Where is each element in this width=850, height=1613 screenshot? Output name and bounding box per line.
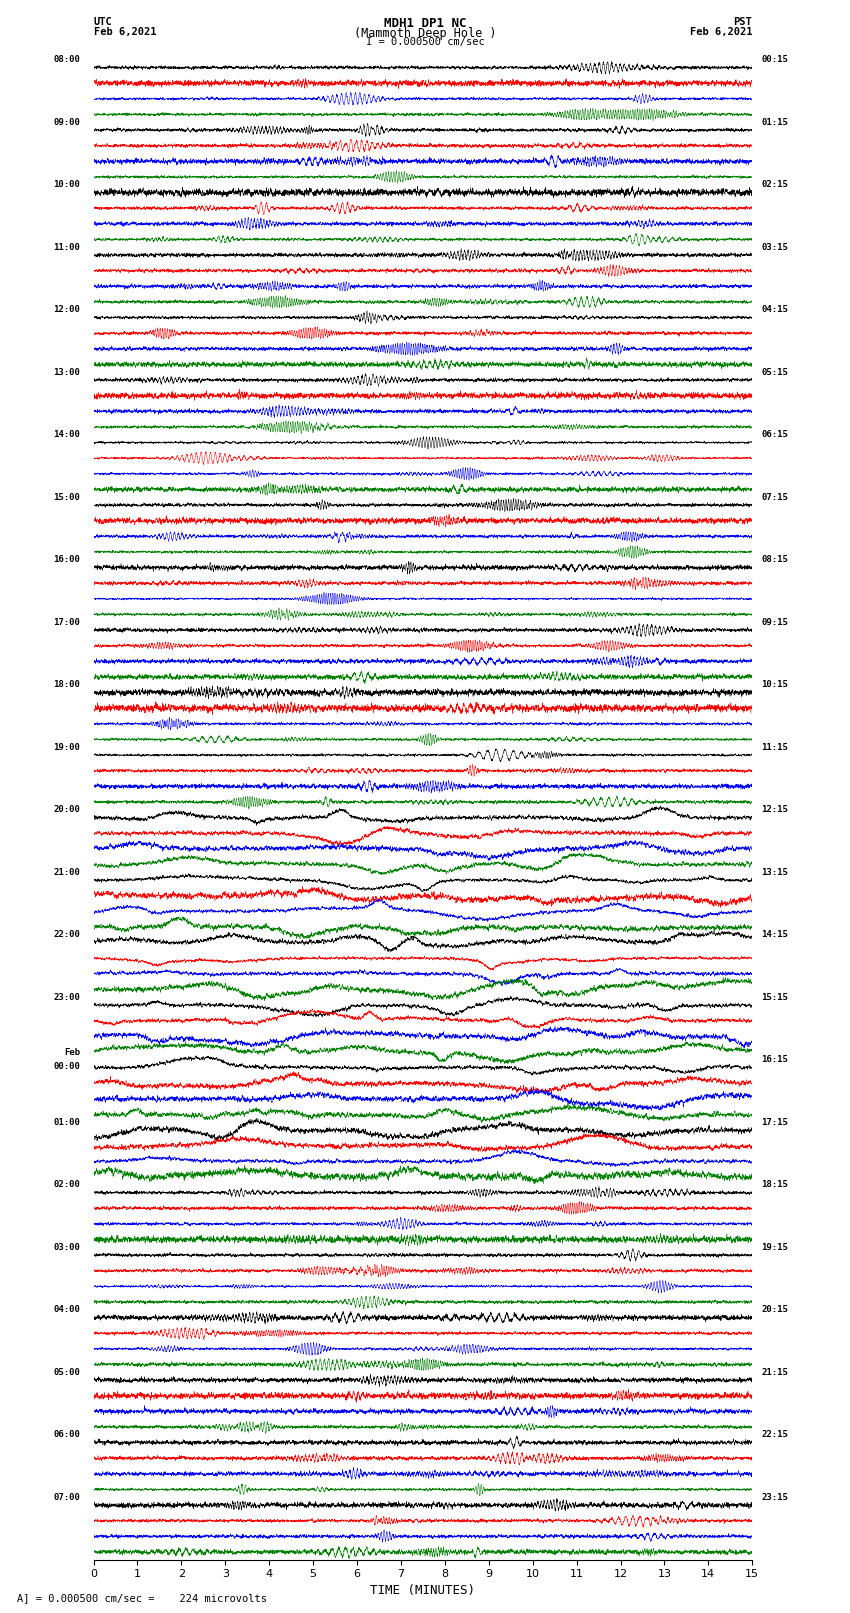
Text: 10:15: 10:15: [761, 681, 788, 689]
Text: 23:15: 23:15: [761, 1492, 788, 1502]
Text: 21:15: 21:15: [761, 1368, 788, 1378]
Text: PST: PST: [734, 18, 752, 27]
Text: 16:00: 16:00: [54, 555, 80, 565]
Text: 09:15: 09:15: [761, 618, 788, 627]
Text: 14:00: 14:00: [54, 431, 80, 439]
Text: 19:15: 19:15: [761, 1242, 788, 1252]
Text: 01:15: 01:15: [761, 118, 788, 127]
Text: 07:15: 07:15: [761, 492, 788, 502]
Text: 15:15: 15:15: [761, 992, 788, 1002]
Text: 04:15: 04:15: [761, 305, 788, 315]
Text: 10:00: 10:00: [54, 181, 80, 189]
Text: 20:00: 20:00: [54, 805, 80, 815]
Text: 13:00: 13:00: [54, 368, 80, 377]
Text: (Mammoth Deep Hole ): (Mammoth Deep Hole ): [354, 27, 496, 40]
Text: 17:15: 17:15: [761, 1118, 788, 1127]
Text: Feb: Feb: [65, 1048, 80, 1058]
Text: 19:00: 19:00: [54, 742, 80, 752]
Text: 18:00: 18:00: [54, 681, 80, 689]
Text: 11:15: 11:15: [761, 742, 788, 752]
Text: 22:15: 22:15: [761, 1431, 788, 1439]
Text: 18:15: 18:15: [761, 1181, 788, 1189]
Text: 09:00: 09:00: [54, 118, 80, 127]
Text: Feb 6,2021: Feb 6,2021: [689, 27, 752, 37]
Text: 03:15: 03:15: [761, 242, 788, 252]
Text: 15:00: 15:00: [54, 492, 80, 502]
Text: 08:00: 08:00: [54, 55, 80, 65]
Text: Feb 6,2021: Feb 6,2021: [94, 27, 156, 37]
Text: 00:00: 00:00: [54, 1061, 80, 1071]
Text: 13:15: 13:15: [761, 868, 788, 877]
Text: 17:00: 17:00: [54, 618, 80, 627]
Text: 06:00: 06:00: [54, 1431, 80, 1439]
Text: 16:15: 16:15: [761, 1055, 788, 1065]
Text: 07:00: 07:00: [54, 1492, 80, 1502]
Text: 08:15: 08:15: [761, 555, 788, 565]
Text: A] = 0.000500 cm/sec =    224 microvolts: A] = 0.000500 cm/sec = 224 microvolts: [17, 1594, 267, 1603]
Text: 12:00: 12:00: [54, 305, 80, 315]
Text: 11:00: 11:00: [54, 242, 80, 252]
Text: 05:15: 05:15: [761, 368, 788, 377]
Text: 00:15: 00:15: [761, 55, 788, 65]
Text: 02:00: 02:00: [54, 1181, 80, 1189]
X-axis label: TIME (MINUTES): TIME (MINUTES): [371, 1584, 475, 1597]
Text: 23:00: 23:00: [54, 992, 80, 1002]
Text: 21:00: 21:00: [54, 868, 80, 877]
Text: 02:15: 02:15: [761, 181, 788, 189]
Text: UTC: UTC: [94, 18, 112, 27]
Text: 06:15: 06:15: [761, 431, 788, 439]
Text: 20:15: 20:15: [761, 1305, 788, 1315]
Text: 04:00: 04:00: [54, 1305, 80, 1315]
Text: MDH1 DP1 NC: MDH1 DP1 NC: [383, 18, 467, 31]
Text: 03:00: 03:00: [54, 1242, 80, 1252]
Text: 22:00: 22:00: [54, 931, 80, 939]
Text: 12:15: 12:15: [761, 805, 788, 815]
Text: 14:15: 14:15: [761, 931, 788, 939]
Text: I = 0.000500 cm/sec: I = 0.000500 cm/sec: [366, 37, 484, 47]
Text: 05:00: 05:00: [54, 1368, 80, 1378]
Text: 01:00: 01:00: [54, 1118, 80, 1127]
